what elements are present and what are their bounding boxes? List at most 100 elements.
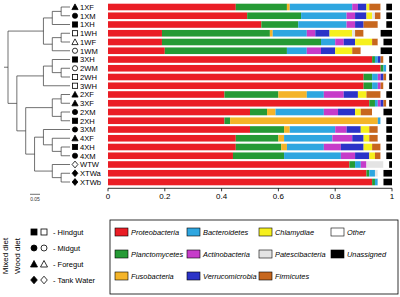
- bar-segment: [386, 126, 392, 133]
- bar-segment: [108, 109, 250, 116]
- category-label: 2XH: [80, 117, 95, 126]
- category-label: 2WM: [80, 64, 98, 73]
- bar-segment: [332, 135, 352, 142]
- bar-segment: [386, 12, 392, 19]
- bar-segment: [361, 161, 367, 168]
- legend-swatch: [331, 228, 344, 236]
- bar-segment: [381, 82, 384, 89]
- bar-segment: [361, 47, 381, 54]
- dendrogram-branch: [52, 138, 70, 139]
- tick-label: 1: [390, 192, 395, 201]
- bar-segment: [108, 126, 250, 133]
- tick-mark: [335, 188, 336, 191]
- bar-segment: [383, 100, 386, 107]
- bar-segment: [381, 4, 387, 11]
- bar-segment: [378, 39, 384, 46]
- tick-label: 0: [106, 192, 111, 201]
- dendrogram-branch: [26, 154, 35, 155]
- legend-swatch: [187, 228, 200, 236]
- bar-segment: [108, 135, 236, 142]
- bar-segment: [381, 117, 387, 124]
- legend-label: Verrucomicrobia: [203, 272, 257, 281]
- sample-marker: [72, 144, 77, 149]
- tick-label: 0.2: [159, 192, 171, 201]
- category-label: 2WH: [80, 73, 97, 82]
- legend-swatch: [259, 228, 272, 236]
- dendrogram-branch: [52, 164, 70, 165]
- category-label: 1WH: [80, 29, 97, 38]
- sample-marker: [72, 83, 77, 88]
- bar-segment: [372, 144, 381, 151]
- sample-marker: [41, 276, 48, 284]
- bar-segment: [372, 12, 375, 19]
- bar-segment: [372, 179, 375, 186]
- bar-segment: [307, 91, 324, 98]
- bar-segment: [369, 135, 378, 142]
- bar-segment: [324, 91, 344, 98]
- tick-label: 0.6: [273, 192, 285, 201]
- category-label: 2XF: [80, 90, 94, 99]
- legend: ProteobacteriaPlanctomycetesFusobacteria…: [110, 220, 398, 294]
- bar-segment: [369, 170, 375, 177]
- bar-segment: [378, 21, 387, 28]
- dendrogram-branch: [61, 33, 70, 34]
- dendrogram-branch: [43, 129, 70, 130]
- bar-segment: [381, 144, 387, 151]
- legend-label: Fusobacteria: [131, 272, 174, 281]
- bar-segment: [278, 135, 284, 142]
- bar-segment: [250, 109, 267, 116]
- bar-segment: [386, 65, 389, 72]
- bar-segment: [358, 91, 367, 98]
- sample-marker: [72, 31, 77, 36]
- bar-segment: [290, 4, 352, 11]
- bar-segment: [389, 74, 392, 81]
- bar-segment: [364, 82, 373, 89]
- bar-segment: [270, 30, 273, 37]
- bar-segment: [108, 91, 224, 98]
- bar-segment: [344, 39, 355, 46]
- legend-swatch: [115, 250, 128, 258]
- bar-segment: [378, 74, 381, 81]
- bar-segment: [381, 47, 392, 54]
- bar-segment: [284, 152, 341, 159]
- bar-segment: [355, 152, 369, 159]
- legend-swatch: [259, 272, 272, 280]
- category-label: WTW: [80, 160, 100, 169]
- bar-segment: [287, 47, 307, 54]
- site-label: - Foregut: [53, 260, 84, 269]
- bar-segment: [347, 12, 356, 19]
- bar-segment: [108, 12, 247, 19]
- bar-segment: [358, 4, 367, 11]
- legend-label: Planctomycetes: [131, 250, 183, 259]
- bar-segment: [352, 30, 355, 37]
- bar-segment: [341, 152, 355, 159]
- category-label: 1XF: [80, 3, 94, 12]
- bar-segment: [287, 144, 324, 151]
- bar-segment: [324, 144, 341, 151]
- bar-segment: [369, 4, 380, 11]
- bar-segment: [108, 117, 224, 124]
- sample-marker: [41, 261, 48, 268]
- dendrogram-branch: [61, 77, 70, 78]
- category-label: 3XM: [80, 125, 96, 134]
- category-label: 3XF: [80, 99, 94, 108]
- dendrogram-branch: [52, 72, 61, 73]
- dendrogram: 0.05: [4, 7, 70, 202]
- bar-segment: [383, 39, 392, 46]
- tick-mark: [392, 188, 393, 191]
- bar-segment: [375, 56, 378, 63]
- bar-segment: [381, 74, 384, 81]
- bar-segment: [250, 126, 284, 133]
- sample-marker: [31, 245, 37, 251]
- bar-segment: [386, 152, 392, 159]
- sample-marker: [72, 48, 77, 53]
- bar-segment: [378, 170, 384, 177]
- bar-segment: [347, 126, 361, 133]
- bars: [108, 4, 392, 186]
- bar-segment: [344, 91, 358, 98]
- tick-mark: [164, 188, 165, 191]
- bar-segment: [355, 39, 372, 46]
- dendrogram-branch: [52, 50, 70, 51]
- bar-segment: [355, 30, 364, 37]
- bar-segment: [162, 39, 321, 46]
